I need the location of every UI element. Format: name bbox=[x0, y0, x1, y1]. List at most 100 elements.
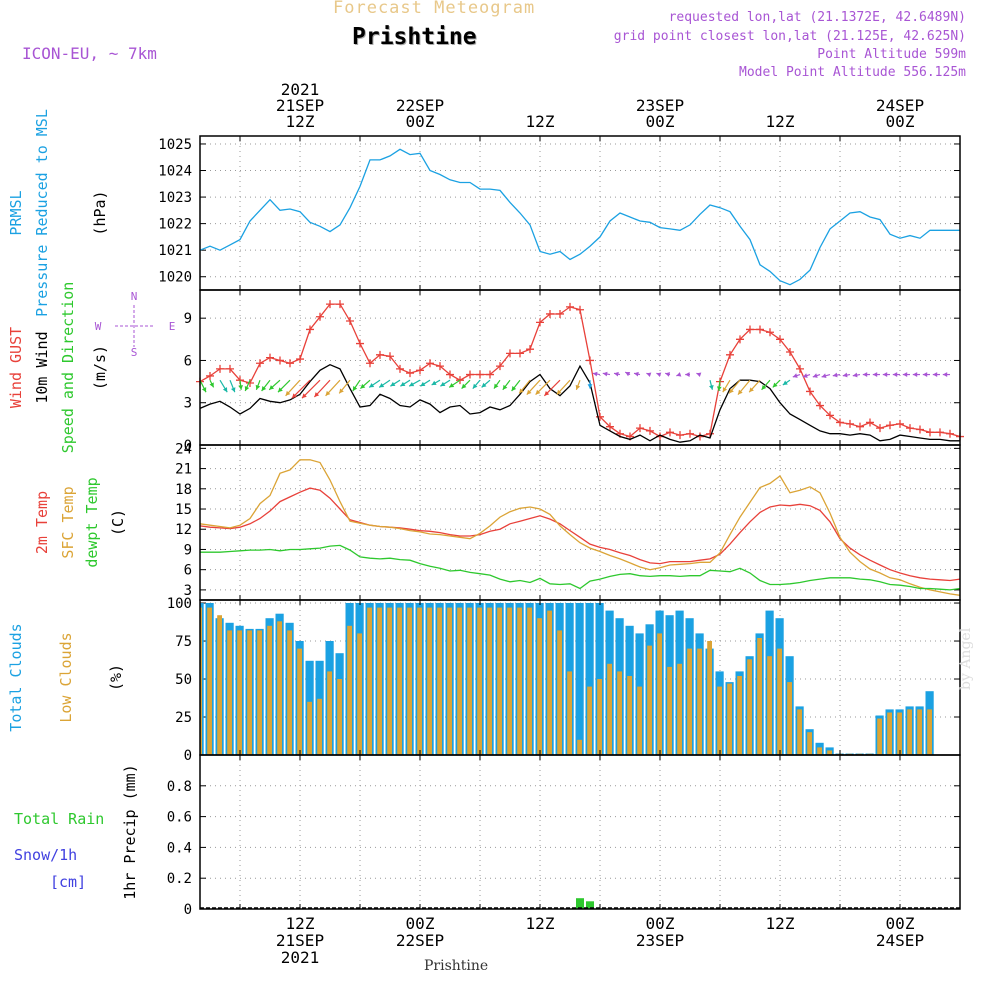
y-axis-label: Total Clouds bbox=[7, 623, 25, 731]
y-axis-label: Wind GUST bbox=[7, 327, 25, 408]
wind-arrow-head bbox=[802, 373, 808, 378]
wind-arrow-head bbox=[625, 371, 631, 377]
y-tick-label: 6 bbox=[184, 353, 192, 369]
y-tick-label: 1022 bbox=[158, 217, 192, 233]
station-title: Prishtine bbox=[352, 24, 477, 50]
bottom-time-label: 00Z bbox=[646, 914, 675, 933]
wind-arrow-head bbox=[685, 372, 690, 377]
wind-arrow-head bbox=[932, 372, 938, 377]
y-axis-label: dewpt Temp bbox=[83, 477, 101, 567]
compass-w: W bbox=[95, 320, 102, 333]
wind-arrow-head bbox=[646, 372, 652, 378]
wind-arrow-head bbox=[722, 387, 728, 393]
point-altitude: Point Altitude 599m bbox=[817, 47, 966, 62]
wind-arrow-head bbox=[676, 372, 682, 377]
gust-marker bbox=[536, 318, 544, 327]
wind-arrow-head bbox=[244, 385, 250, 391]
wind-arrow-head bbox=[314, 392, 320, 397]
wind-arrow-head bbox=[709, 384, 714, 390]
bottom-time-label: 12Z bbox=[286, 914, 315, 933]
y-tick-label: 0 bbox=[184, 438, 192, 454]
top-time-label: 00Z bbox=[886, 112, 915, 131]
y-tick-label: 0.4 bbox=[167, 840, 192, 856]
wind-arrow-head bbox=[602, 371, 608, 377]
compass-e: E bbox=[169, 320, 176, 333]
bar-clouds-1 bbox=[427, 607, 432, 755]
y-tick-label: 1021 bbox=[158, 243, 192, 259]
wind-arrow-head bbox=[852, 372, 858, 378]
bar-clouds-1 bbox=[877, 718, 882, 755]
wind-arrow-head bbox=[481, 382, 487, 388]
y-tick-label: 0.2 bbox=[167, 871, 192, 887]
gust-marker bbox=[256, 359, 264, 368]
top-time-label: 22SEP bbox=[396, 96, 444, 115]
wind-arrow-head bbox=[511, 386, 517, 391]
y-axis-label: 10m Wind bbox=[33, 331, 51, 403]
wind-arrow-head bbox=[832, 372, 838, 378]
wind-arrow-head bbox=[544, 390, 550, 396]
bar-clouds-1 bbox=[827, 750, 832, 755]
wind-arrow-head bbox=[634, 371, 639, 377]
gust-marker bbox=[416, 366, 424, 375]
model-name: ICON-EU, ~ 7km bbox=[22, 44, 157, 63]
wind-arrow-head bbox=[872, 372, 878, 377]
y-tick-label: 1023 bbox=[158, 190, 192, 206]
gust-marker bbox=[386, 352, 394, 361]
y-tick-label: 3 bbox=[184, 583, 192, 599]
bar-clouds-1 bbox=[637, 686, 642, 755]
y-tick-label: 0.6 bbox=[167, 810, 192, 826]
bar-clouds-1 bbox=[657, 633, 662, 755]
bar-clouds-1 bbox=[237, 630, 242, 755]
panel-temperature bbox=[199, 444, 961, 601]
wind-arrow-head bbox=[812, 373, 818, 378]
bar-clouds-1 bbox=[917, 709, 922, 755]
credit-label: by Angel bbox=[958, 627, 974, 690]
top-time-label: 12Z bbox=[286, 112, 315, 131]
wind-arrow-head bbox=[792, 373, 798, 378]
gust-marker bbox=[466, 370, 474, 379]
wind-arrow-head bbox=[400, 381, 406, 387]
gust-marker bbox=[296, 355, 304, 364]
gust-marker bbox=[476, 370, 484, 379]
gust-marker bbox=[926, 428, 934, 437]
bar-clouds-1 bbox=[267, 625, 272, 755]
bar-clouds-1 bbox=[697, 648, 702, 755]
y-tick-label: 0.8 bbox=[167, 779, 192, 795]
gust-marker bbox=[636, 424, 644, 433]
gust-marker bbox=[556, 309, 564, 318]
y-axis-label: (%) bbox=[107, 664, 125, 691]
y-axis-label: 1hr Precip (mm) bbox=[121, 764, 139, 899]
gust-marker bbox=[806, 387, 814, 396]
gust-marker bbox=[266, 353, 274, 362]
top-time-label: 00Z bbox=[406, 112, 435, 131]
wind-arrow-head bbox=[339, 388, 344, 394]
y-tick-label: 25 bbox=[175, 710, 192, 726]
bar-clouds-1 bbox=[647, 645, 652, 755]
gust-marker bbox=[356, 339, 364, 348]
bar-clouds-1 bbox=[467, 607, 472, 755]
gust-marker bbox=[906, 424, 914, 433]
bar-clouds-1 bbox=[557, 630, 562, 755]
wind-arrow-head bbox=[772, 382, 778, 388]
wind-arrow-head bbox=[285, 390, 291, 396]
gust-marker bbox=[736, 335, 744, 344]
wind-arrow-head bbox=[882, 372, 888, 377]
wind-arrow-head bbox=[942, 372, 948, 377]
wind-arrow-head bbox=[665, 372, 671, 377]
bar-clouds-1 bbox=[817, 747, 822, 755]
wind-arrow-head bbox=[842, 372, 848, 378]
gust-marker bbox=[396, 364, 404, 373]
wind-arrow-head bbox=[912, 372, 918, 377]
gust-marker bbox=[276, 356, 284, 365]
gust-marker bbox=[746, 325, 754, 334]
wind-arrow-head bbox=[369, 382, 375, 388]
gust-marker bbox=[896, 419, 904, 428]
bar-clouds-1 bbox=[487, 607, 492, 755]
wind-arrow-head bbox=[761, 384, 767, 390]
gust-marker bbox=[376, 350, 384, 359]
bottom-time-label: 21SEP bbox=[276, 931, 324, 950]
requested-location: requested lon,lat (21.1372E, 42.6489N) bbox=[668, 10, 966, 25]
wind-arrow-head bbox=[449, 382, 455, 388]
bar-clouds-1 bbox=[457, 607, 462, 755]
wind-arrow-head bbox=[209, 382, 214, 388]
